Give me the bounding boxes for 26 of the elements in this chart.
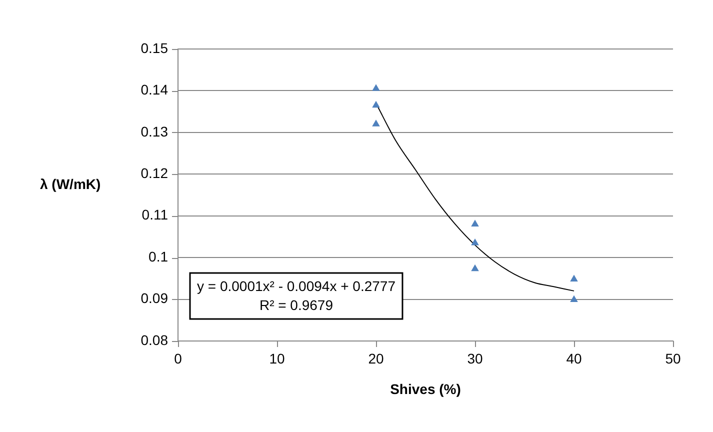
point <box>372 84 380 91</box>
y-tick-label: 0.14 <box>140 82 168 98</box>
x-tick-label: 50 <box>665 350 681 366</box>
y-tick-label: 0.13 <box>140 123 168 140</box>
y-tick-label: 0.12 <box>140 165 168 181</box>
y-axis-title: λ (W/mK) <box>40 176 101 192</box>
x-tick-label: 30 <box>467 350 483 366</box>
point <box>372 100 380 108</box>
x-tick-label: 40 <box>566 350 582 366</box>
annotation: y = 0.0001x² - 0.0094x + 0.2777 <box>196 278 396 294</box>
point <box>570 274 578 282</box>
point <box>570 295 578 302</box>
y-tick-label: 0.08 <box>140 332 168 348</box>
x-tick-label: 0 <box>174 350 182 366</box>
y-tick-label: 0.09 <box>140 290 168 306</box>
x-tick-label: 20 <box>368 350 384 366</box>
point <box>372 120 380 126</box>
x-axis-title: Shives (%) <box>390 380 461 397</box>
annotation: R² = 0.9679 <box>259 296 334 313</box>
point <box>471 264 479 272</box>
point <box>471 220 479 226</box>
y-tick-label: 0.11 <box>142 206 168 223</box>
y-tick-label: 0.1 <box>148 248 168 264</box>
x-tick-label: 10 <box>269 350 285 366</box>
y-tick-label: 0.15 <box>140 40 168 56</box>
point <box>471 238 479 246</box>
